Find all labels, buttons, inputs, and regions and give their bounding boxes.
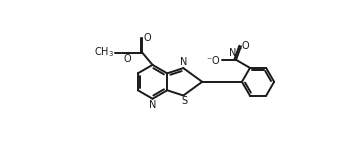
Text: O: O xyxy=(124,54,132,64)
Text: N: N xyxy=(180,57,187,67)
Text: N: N xyxy=(149,99,156,110)
Text: O: O xyxy=(242,41,249,51)
Text: O: O xyxy=(144,33,151,43)
Text: N$^+$: N$^+$ xyxy=(228,46,244,59)
Text: CH$_3$: CH$_3$ xyxy=(94,46,114,59)
Text: S: S xyxy=(181,96,187,106)
Text: $⁻$O: $⁻$O xyxy=(206,54,220,66)
